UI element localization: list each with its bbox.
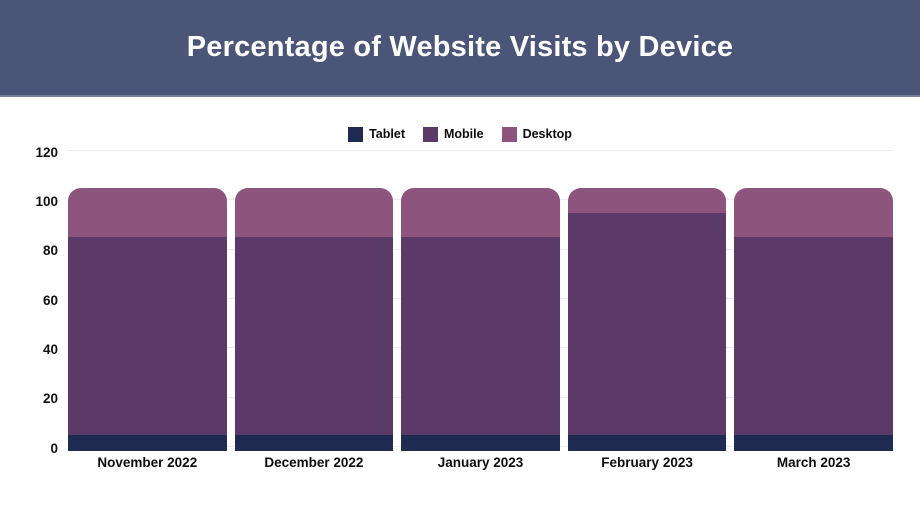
y-axis-tick-label: 120 [35,144,58,160]
bar-segment-tablet [734,434,893,451]
bar-segment-mobile [234,237,394,435]
header-banner: Percentage of Website Visits by Device [0,0,920,97]
bar-segment-desktop [234,188,394,238]
bar-segment-desktop [68,188,227,238]
gridline [68,150,893,151]
y-axis-tick-label: 20 [42,391,58,407]
bar-column-january-2023 [401,188,560,451]
bar-segment-desktop [401,188,560,238]
x-axis-tick-label: February 2023 [601,455,693,470]
bar-segment-mobile [68,237,227,435]
bar-segment-desktop [567,188,727,213]
x-axis: November 2022 December 2022 January 2023 Fe… [68,449,893,475]
y-axis-tick-label: 80 [42,243,58,259]
y-axis-tick-label: 0 [50,440,58,456]
legend-swatch-mobile [422,126,438,142]
legend-item-mobile: Mobile [422,126,484,142]
x-axis-tick-label: March 2023 [776,455,851,470]
plot-area [68,150,893,451]
legend-label: Tablet [369,127,405,141]
bar-segment-tablet [567,434,727,451]
y-axis-tick-label: 40 [42,341,58,357]
y-axis-tick-label: 60 [42,292,58,308]
chart-title: Percentage of Website Visits by Device [186,31,734,63]
bars-group [68,151,893,451]
chart-legend: Tablet Mobile Desktop [0,123,920,145]
bar-segment-mobile [401,237,560,435]
legend-item-desktop: Desktop [501,126,572,142]
x-axis-tick-label: November 2022 [97,455,198,470]
bar-column-november-2022 [68,188,227,451]
bar-segment-tablet [68,434,227,451]
bar-column-december-2022 [234,188,394,451]
legend-swatch-tablet [348,126,364,142]
legend-item-tablet: Tablet [348,126,405,142]
bar-segment-mobile [734,237,893,435]
legend-label: Mobile [443,127,484,141]
bar-segment-desktop [734,188,893,238]
bar-segment-tablet [401,434,560,451]
bar-column-march-2023 [734,188,893,451]
y-axis-tick-label: 100 [35,193,58,209]
legend-label: Desktop [522,127,572,141]
legend-swatch-desktop [501,126,517,142]
x-axis-tick-label: December 2022 [264,455,364,470]
bar-segment-tablet [234,434,394,451]
bar-segment-mobile [567,212,727,435]
x-axis-tick-label: January 2023 [437,455,524,470]
bar-column-february-2023 [567,188,727,451]
y-axis: 0 20 40 60 80 100 120 [0,145,58,454]
